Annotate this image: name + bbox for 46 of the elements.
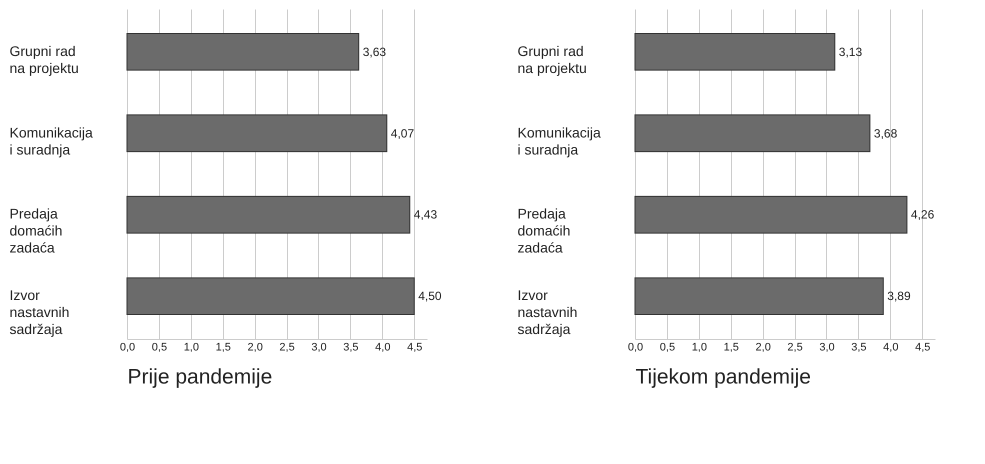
bar [634,114,870,152]
bar [634,32,836,71]
x-tick-label: 1,5 [216,342,231,354]
x-tick-label: 3,5 [851,342,867,354]
bar [126,277,415,316]
x-tick-label: 4,0 [883,342,898,354]
y-tick-label: Izvor nastavnih sadržaja [518,287,578,338]
x-tick-label: 3,0 [311,342,327,354]
x-tick-label: 2,0 [248,342,263,354]
bar [634,277,884,316]
x-tick-label: 0,5 [152,342,168,354]
bar [126,114,388,152]
y-tick-label: Predaja domaćih zadaća [518,206,570,256]
x-tick-label: 1,5 [724,342,739,354]
x-tick-label: 2,0 [756,342,771,354]
x-tick-label: 0,0 [628,342,644,354]
data-label: 4,26 [910,208,935,222]
x-axis-title: Tijekom pandemije [636,366,811,388]
data-label: 4,07 [390,126,414,140]
y-tick-label: Komunikacija i suradnja [10,124,93,158]
x-tick-label: 0,0 [120,342,136,354]
x-axis-title: Prije pandemije [128,366,272,388]
x-tick-label: 0,5 [660,342,676,354]
x-tick-label: 1,0 [184,342,199,354]
x-tick-label: 4,5 [915,342,930,354]
y-tick-label: Izvor nastavnih sadržaja [10,287,70,338]
y-tick-label: Grupni rad na projektu [518,42,587,76]
x-tick-label: 1,0 [692,342,707,354]
data-label: 4,50 [418,289,442,304]
data-label: 3,63 [362,44,386,59]
data-label: 3,68 [874,126,898,140]
y-tick-label: Grupni rad na projektu [10,42,79,76]
bar [126,196,410,234]
y-tick-label: Komunikacija i suradnja [518,124,601,158]
x-tick-label: 2,5 [279,342,295,354]
x-tick-label: 4,0 [375,342,390,354]
y-tick-label: Predaja domaćih zadaća [10,206,62,256]
data-label: 3,13 [838,44,862,59]
x-tick-label: 4,5 [407,342,422,354]
x-tick-label: 3,5 [343,342,359,354]
bar [634,196,908,234]
data-label: 4,43 [414,208,438,222]
bar [126,32,360,71]
data-label: 3,89 [887,289,911,304]
x-tick-label: 2,5 [787,342,803,354]
x-tick-label: 3,0 [819,342,835,354]
